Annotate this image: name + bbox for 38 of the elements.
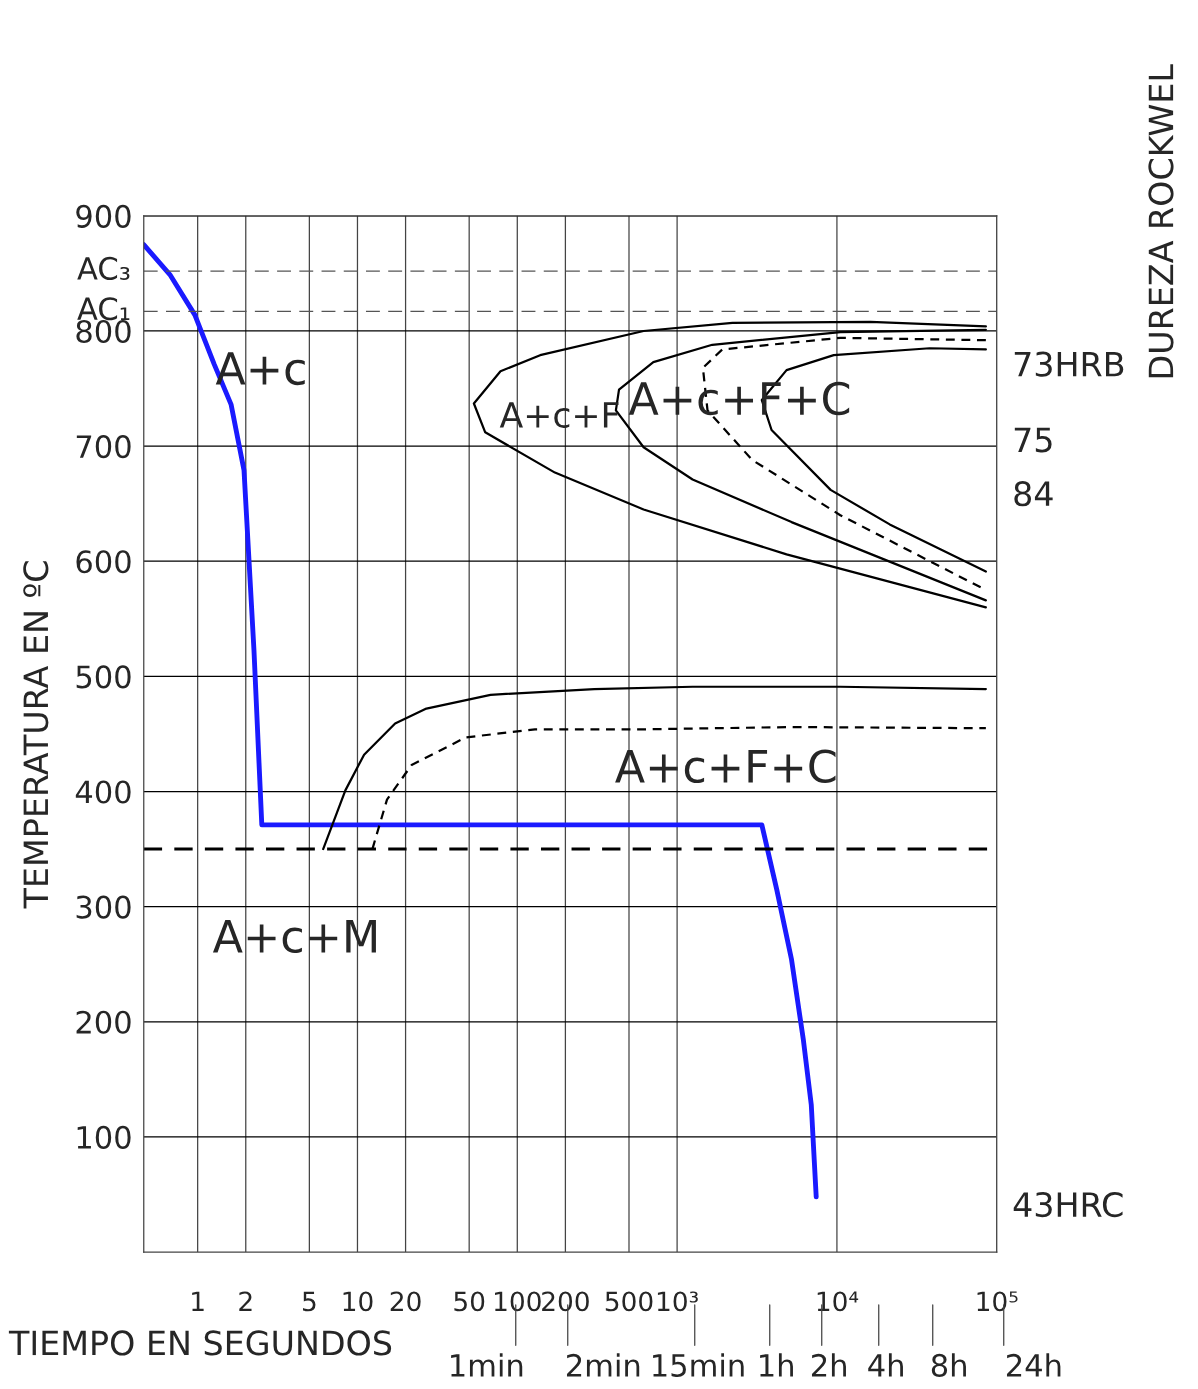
- text: 2h: [811, 1353, 846, 1377]
- y-tick-label: 700: [76, 435, 131, 459]
- text: 43HRC: [1013, 1191, 1123, 1218]
- ref-line-label: AC₁: [77, 297, 130, 321]
- x-tick-label: 2: [239, 1291, 252, 1311]
- x-tick-label: 100: [495, 1291, 541, 1312]
- x-tick-label: 5: [303, 1291, 316, 1312]
- y-tick-label: 600: [76, 550, 131, 574]
- x-tick-label: 1: [192, 1291, 204, 1311]
- x-axis-title: TIEMPO EN SEGUNDOS: [8, 1330, 392, 1356]
- text: 75: [1014, 427, 1052, 453]
- y-tick-label: 800: [76, 319, 131, 344]
- x-tick-label: 50: [454, 1291, 485, 1312]
- y-tick-label: 400: [75, 780, 131, 804]
- x-tick-label: 20: [390, 1291, 421, 1312]
- text: 84: [1014, 481, 1053, 507]
- text: 1h: [760, 1353, 793, 1377]
- text: 73HRB: [1014, 351, 1124, 377]
- y-tick-label: 500: [76, 665, 131, 689]
- text: 4h: [868, 1353, 903, 1377]
- x-tick-label: 10: [343, 1291, 373, 1312]
- y-tick-label: 300: [76, 895, 131, 919]
- ref-line-label: AC₃: [77, 256, 130, 280]
- y-tick-label: 900: [76, 204, 131, 228]
- x-tick-label: 200: [542, 1291, 589, 1312]
- text: 2min: [566, 1353, 640, 1377]
- x-tick-label: 10⁴: [817, 1291, 859, 1312]
- text: 1min: [451, 1353, 523, 1377]
- text: 8h: [931, 1353, 966, 1377]
- y-tick-label: 100: [77, 1125, 131, 1149]
- text: 15min: [653, 1353, 744, 1377]
- x-tick-label: 10³: [657, 1291, 698, 1312]
- y-tick-label: 200: [76, 1010, 131, 1034]
- y-axis-title: TEMPERATURA EN ºC: [23, 561, 49, 909]
- x-tick-label: 500: [605, 1291, 653, 1312]
- text: 24h: [1006, 1353, 1061, 1377]
- y2-axis-title: DUREZA ROCKWEL: [1148, 64, 1174, 378]
- x-tick-label: 10⁵: [977, 1291, 1018, 1312]
